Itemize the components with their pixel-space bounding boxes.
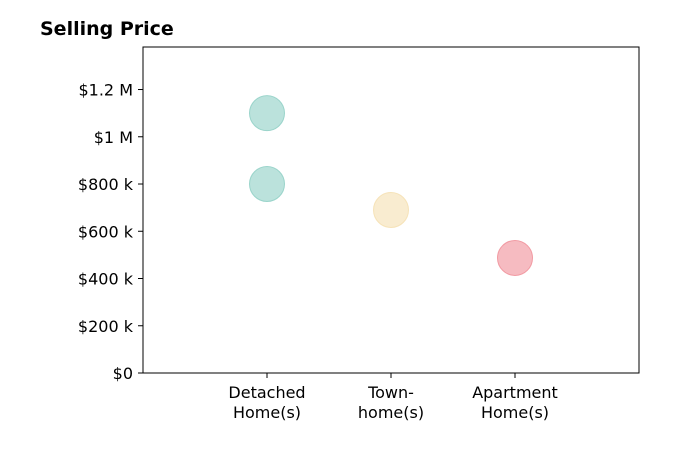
x-tick-label-line: Home(s) — [481, 403, 549, 422]
chart-title: Selling Price — [40, 18, 174, 40]
x-tick-label-line: Apartment — [472, 383, 558, 402]
data-point — [249, 166, 285, 203]
data-point — [249, 95, 285, 132]
y-tick-label: $800 k — [78, 175, 134, 194]
y-tick-label: $1.2 M — [78, 81, 133, 100]
y-tick-label: $600 k — [78, 222, 134, 241]
x-axis: Detached Home(s)Town-home(s)Apartment Home… — [228, 373, 558, 422]
data-points — [249, 95, 533, 276]
data-point — [373, 192, 409, 228]
data-point — [497, 239, 533, 276]
x-tick-label-line: Detached — [228, 383, 305, 402]
y-tick-label: $200 k — [78, 317, 134, 336]
y-tick-label: $0 — [113, 364, 133, 383]
x-tick-label: Apartment Home(s) — [472, 383, 558, 422]
y-tick-label: $1 M — [94, 128, 133, 147]
x-tick-label-line: Home(s) — [233, 403, 301, 422]
x-tick-label: Detached Home(s) — [228, 383, 305, 422]
x-tick-label-line: home(s) — [358, 403, 424, 422]
x-tick-label: Town-home(s) — [358, 383, 424, 422]
y-axis: $0 $200 k $400 k $600 k $800 k $1 M $1.2 M — [78, 81, 143, 383]
x-tick-label-line: Town- — [367, 383, 414, 402]
y-tick-label: $400 k — [78, 270, 134, 289]
